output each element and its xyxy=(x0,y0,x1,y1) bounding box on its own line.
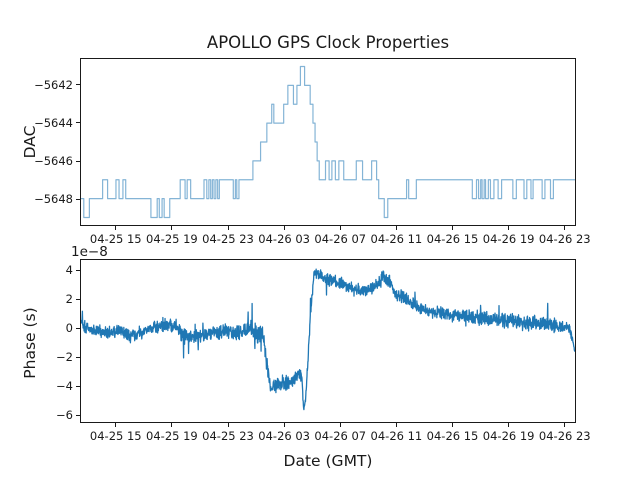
dac-y-axis-label: DAC xyxy=(21,125,39,159)
x-tick-mark xyxy=(395,423,397,427)
x-tick-label: 04-26 19 xyxy=(482,232,535,246)
x-tick-mark xyxy=(115,423,117,427)
x-tick-label: 04-25 23 xyxy=(202,429,254,443)
x-tick-label: 04-25 19 xyxy=(146,429,198,443)
y-tick-label: −6 xyxy=(56,408,73,423)
x-tick-label: 04-26 23 xyxy=(538,232,591,246)
x-tick-label: 04-25 15 xyxy=(89,429,142,443)
phase-series-svg xyxy=(81,268,575,411)
y-tick-mark xyxy=(76,327,80,329)
x-tick-label: 04-26 03 xyxy=(258,232,310,246)
x-tick-label: 04-26 11 xyxy=(370,429,423,443)
y-tick-mark xyxy=(76,160,80,162)
x-tick-mark xyxy=(508,423,510,427)
y-tick-mark xyxy=(76,414,80,416)
x-tick-mark xyxy=(564,226,566,230)
x-tick-mark xyxy=(508,226,510,230)
y-tick-label: −5648 xyxy=(34,192,73,207)
phase-series-line xyxy=(81,268,575,411)
x-tick-label: 04-26 03 xyxy=(258,429,310,443)
y-tick-mark xyxy=(76,198,80,200)
dac-plot-area xyxy=(80,58,576,226)
x-tick-mark xyxy=(227,226,229,230)
x-tick-mark xyxy=(564,423,566,427)
x-tick-label: 04-26 23 xyxy=(538,429,591,443)
chart-title: APOLLO GPS Clock Properties xyxy=(206,33,450,52)
x-tick-mark xyxy=(171,226,173,230)
x-tick-label: 04-25 15 xyxy=(89,232,142,246)
x-tick-label: 04-26 19 xyxy=(482,429,535,443)
y-tick-mark xyxy=(76,385,80,387)
y-tick-mark xyxy=(76,269,80,271)
y-tick-mark xyxy=(76,298,80,300)
x-tick-label: 04-26 07 xyxy=(314,232,367,246)
x-tick-label: 04-26 11 xyxy=(370,232,423,246)
x-tick-mark xyxy=(283,226,285,230)
y-tick-label: 0 xyxy=(65,321,73,336)
y-tick-label: 2 xyxy=(65,292,73,307)
y-tick-mark xyxy=(76,122,80,124)
x-tick-mark xyxy=(283,423,285,427)
y-tick-mark xyxy=(76,356,80,358)
y-tick-label: −5646 xyxy=(34,154,73,169)
x-axis-label: Date (GMT) xyxy=(283,452,373,470)
x-tick-mark xyxy=(115,226,117,230)
y-tick-label: −2 xyxy=(56,350,73,365)
phase-plot-area xyxy=(80,259,576,423)
y-tick-label: −4 xyxy=(56,379,73,394)
dac-series-line xyxy=(81,65,575,219)
x-tick-mark xyxy=(171,423,173,427)
y-tick-label: 4 xyxy=(65,263,73,278)
x-tick-mark xyxy=(395,226,397,230)
x-tick-mark xyxy=(339,423,341,427)
x-tick-mark xyxy=(339,226,341,230)
dac-series-svg xyxy=(81,65,575,219)
x-tick-label: 04-25 19 xyxy=(146,232,198,246)
x-tick-label: 04-25 23 xyxy=(202,232,254,246)
x-tick-label: 04-26 15 xyxy=(426,232,479,246)
phase-axis-offset-text: 1e−8 xyxy=(71,244,108,260)
x-tick-mark xyxy=(227,423,229,427)
x-tick-mark xyxy=(452,226,454,230)
x-tick-label: 04-26 07 xyxy=(314,429,367,443)
y-tick-label: −5642 xyxy=(34,77,73,92)
x-tick-mark xyxy=(452,423,454,427)
x-tick-label: 04-26 15 xyxy=(426,429,479,443)
y-tick-label: −5644 xyxy=(34,115,73,130)
y-tick-mark xyxy=(76,84,80,86)
